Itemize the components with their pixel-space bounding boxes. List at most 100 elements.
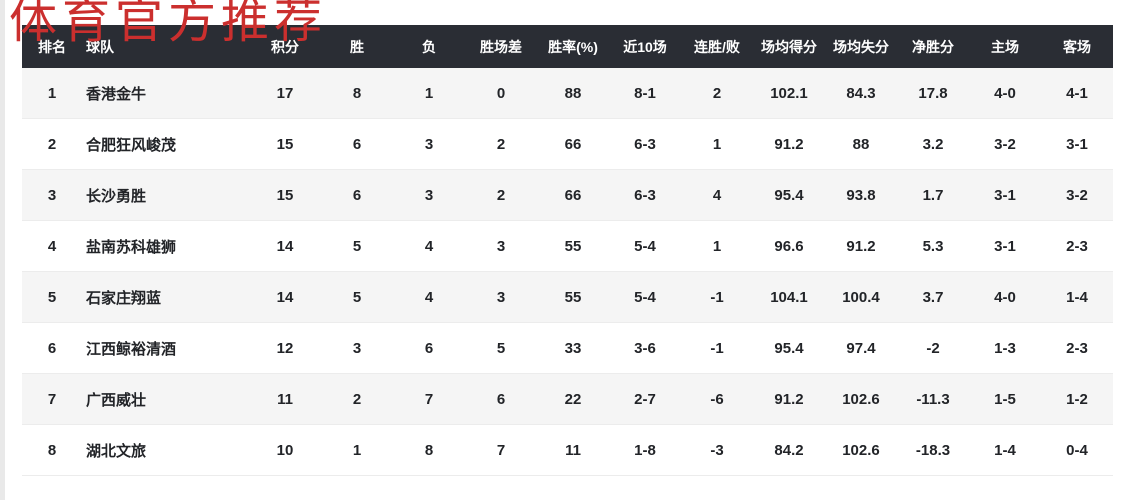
cell-home-record: 3-2	[994, 135, 1016, 153]
cell-net-points: -11.3	[916, 390, 950, 408]
cell-away-record: 4-1	[1066, 84, 1088, 102]
cell-rank: 1	[47, 84, 57, 102]
cell-losses: 3	[424, 135, 434, 153]
cell-net-points: 3.2	[922, 135, 944, 153]
cell-wins: 5	[352, 237, 362, 255]
cell-win-rate-pct: 11	[565, 441, 581, 459]
cell-net-points: 17.8	[918, 84, 948, 102]
cell-avg-points-against: 84.3	[846, 84, 876, 102]
cell-team: 合肥狂风峻茂	[86, 136, 177, 154]
cell-wins: 2	[352, 390, 362, 408]
cell-games-behind: 3	[496, 288, 506, 306]
cell-avg-points-against: 88	[852, 135, 870, 153]
cell-rank: 8	[47, 441, 57, 459]
cell-away-record: 3-1	[1066, 135, 1088, 153]
cell-losses: 4	[424, 237, 434, 255]
cell-away-record: 1-4	[1066, 288, 1088, 306]
cell-home-record: 1-5	[994, 390, 1016, 408]
column-header-streak: 连胜/败	[694, 38, 740, 55]
cell-streak: -1	[710, 288, 724, 306]
cell-home-record: 3-1	[994, 237, 1016, 255]
table-row: 6 江西鲸裕清酒 12 3 6 5 33 3-6 -1 95.4 97.4 -2 1-3 2-3	[22, 323, 1113, 374]
cell-streak: -6	[710, 390, 724, 408]
cell-losses: 1	[424, 84, 434, 102]
cell-net-points: -2	[926, 339, 940, 357]
cell-streak: 1	[712, 135, 722, 153]
column-header-games-behind: 胜场差	[480, 38, 522, 55]
cell-games-behind: 7	[496, 441, 506, 459]
cell-rank: 2	[47, 135, 57, 153]
cell-win-rate-pct: 55	[564, 288, 582, 306]
cell-last-10: 8-1	[634, 84, 656, 102]
cell-away-record: 2-3	[1066, 339, 1088, 357]
column-header-net-points: 净胜分	[912, 38, 954, 55]
table-row: 7 广西威壮 11 2 7 6 22 2-7 -6 91.2 102.6 -11.3 1-5 1-2	[22, 374, 1113, 425]
cell-last-10: 6-3	[634, 186, 656, 204]
column-header-losses: 负	[422, 38, 436, 55]
cell-avg-points-against: 91.2	[846, 237, 876, 255]
cell-points: 14	[276, 288, 294, 306]
cell-win-rate-pct: 22	[564, 390, 582, 408]
column-header-rank: 排名	[38, 38, 66, 55]
cell-games-behind: 5	[496, 339, 506, 357]
cell-games-behind: 2	[496, 135, 506, 153]
cell-avg-points-against: 97.4	[846, 339, 876, 357]
cell-win-rate-pct: 66	[564, 186, 582, 204]
cell-last-10: 5-4	[634, 288, 656, 306]
cell-avg-points-for: 96.6	[774, 237, 804, 255]
cell-away-record: 3-2	[1066, 186, 1088, 204]
table-row: 2 合肥狂风峻茂 15 6 3 2 66 6-3 1 91.2 88 3.2 3-2 3-1	[22, 119, 1113, 170]
page-left-edge	[0, 0, 5, 500]
cell-wins: 6	[352, 135, 362, 153]
column-header-points: 积分	[271, 38, 299, 55]
cell-away-record: 2-3	[1066, 237, 1088, 255]
column-header-win-rate-pct: 胜率(%)	[548, 38, 598, 55]
cell-last-10: 1-8	[634, 441, 656, 459]
cell-win-rate-pct: 33	[564, 339, 582, 357]
column-header-team: 球队	[86, 38, 114, 55]
cell-win-rate-pct: 66	[564, 135, 582, 153]
column-header-home-record: 主场	[991, 38, 1019, 55]
cell-streak: -3	[710, 441, 724, 459]
table-body: 1 香港金牛 17 8 1 0 88 8-1 2 102.1 84.3 17.8 4-0 4-1 2 合肥狂风…	[22, 68, 1113, 476]
cell-win-rate-pct: 55	[564, 237, 582, 255]
cell-team: 广西威壮	[86, 391, 147, 409]
cell-avg-points-for: 91.2	[774, 135, 804, 153]
cell-away-record: 0-4	[1066, 441, 1088, 459]
standings-table: 排名 球队 积分胜负胜场差 胜率(%) 近10场 连胜/败 场均得分 场均失分 净胜分 主场 客场 …	[22, 25, 1113, 476]
cell-losses: 8	[424, 441, 434, 459]
cell-avg-points-for: 104.1	[770, 288, 808, 306]
cell-away-record: 1-2	[1066, 390, 1088, 408]
cell-points: 17	[276, 84, 294, 102]
table-row: 8 湖北文旅 10 1 8 7 11 1-8 -3 84.2 102.6 -18.3 1-4 0-4	[22, 425, 1113, 476]
cell-win-rate-pct: 88	[564, 84, 582, 102]
cell-streak: 2	[712, 84, 722, 102]
column-header-avg-points-for: 场均得分	[761, 38, 817, 55]
cell-wins: 6	[352, 186, 362, 204]
cell-rank: 5	[47, 288, 57, 306]
table-row: 1 香港金牛 17 8 1 0 88 8-1 2 102.1 84.3 17.8 4-0 4-1	[22, 68, 1113, 119]
cell-rank: 7	[47, 390, 57, 408]
cell-avg-points-against: 102.6	[842, 441, 880, 459]
cell-streak: 4	[712, 186, 722, 204]
cell-losses: 3	[424, 186, 434, 204]
column-header-last-10: 近10场	[623, 38, 667, 55]
cell-last-10: 2-7	[634, 390, 656, 408]
cell-games-behind: 3	[496, 237, 506, 255]
cell-avg-points-for: 91.2	[774, 390, 804, 408]
cell-net-points: 5.3	[922, 237, 944, 255]
cell-points: 14	[276, 237, 294, 255]
cell-team: 长沙勇胜	[86, 187, 147, 205]
cell-points: 15	[276, 186, 294, 204]
cell-net-points: -18.3	[915, 441, 951, 459]
cell-games-behind: 0	[496, 84, 506, 102]
cell-streak: 1	[712, 237, 722, 255]
cell-home-record: 3-1	[994, 186, 1016, 204]
cell-points: 11	[277, 390, 293, 408]
cell-team: 江西鲸裕清酒	[86, 340, 177, 358]
cell-avg-points-for: 84.2	[774, 441, 804, 459]
cell-last-10: 6-3	[634, 135, 656, 153]
cell-points: 15	[276, 135, 294, 153]
cell-wins: 1	[352, 441, 362, 459]
column-header-away-record: 客场	[1063, 38, 1091, 55]
